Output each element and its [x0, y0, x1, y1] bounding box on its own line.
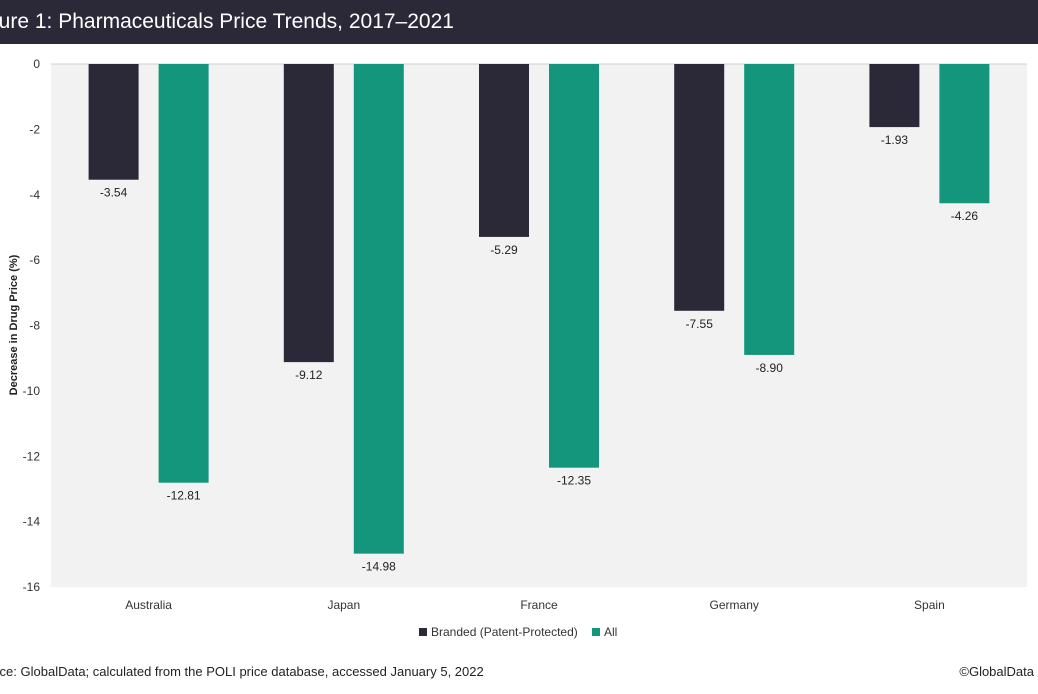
y-tick-label: -8: [29, 319, 40, 333]
data-label: -14.98: [362, 560, 396, 574]
bar-branded-japan: [283, 64, 334, 363]
data-label: -9.12: [295, 368, 323, 382]
y-tick-label: -2: [29, 122, 40, 136]
bar-chart: 0 -2 -4 -6 -8 -10 -12 -14 -16 -3.54 -12.81 -9.12 -1…: [8, 57, 1027, 639]
legend-swatch-branded: [419, 628, 427, 636]
data-label: -3.54: [100, 186, 128, 200]
y-tick-label: -10: [23, 384, 41, 398]
copyright-note: ©GlobalData: [959, 664, 1034, 679]
y-tick-label: -6: [29, 253, 40, 267]
x-tick-label: Australia: [125, 598, 172, 612]
bar-all-spain: [939, 64, 990, 204]
bar-all-france: [549, 64, 599, 468]
y-tick-label: 0: [33, 57, 40, 71]
legend-swatch-all: [592, 628, 600, 636]
bar-branded-france: [479, 64, 529, 237]
y-tick-label: -16: [23, 580, 41, 594]
y-tick-label: -12: [23, 449, 41, 463]
bar-branded-germany: [674, 64, 725, 311]
bar-branded-australia: [88, 64, 139, 180]
data-label: -12.81: [167, 489, 201, 503]
data-label: -7.55: [686, 317, 714, 331]
y-axis: 0 -2 -4 -6 -8 -10 -12 -14 -16: [23, 57, 1027, 594]
bar-all-germany: [744, 64, 795, 355]
x-tick-label: Germany: [710, 598, 759, 612]
bar-all-japan: [353, 64, 404, 554]
data-label: -1.93: [881, 133, 909, 147]
x-tick-label: Spain: [914, 598, 945, 612]
legend-label-branded: Branded (Patent-Protected): [431, 625, 578, 639]
x-axis: Australia Japan France Germany Spain: [125, 598, 944, 612]
data-label: -4.26: [951, 209, 979, 223]
x-tick-label: Japan: [327, 598, 360, 612]
bars: -3.54 -12.81 -9.12 -14.98 -5.29 -12.35 -7.55 -8…: [88, 64, 990, 574]
chart-title-bar: gure 1: Pharmaceuticals Price Trends, 20…: [0, 0, 1038, 44]
y-tick-label: -14: [23, 515, 41, 529]
data-label: -12.35: [557, 474, 591, 488]
chart-title: gure 1: Pharmaceuticals Price Trends, 20…: [0, 10, 454, 33]
y-axis-label: Decrease in Drug Price (%): [8, 254, 20, 395]
bar-all-australia: [158, 64, 209, 483]
bar-branded-spain: [869, 64, 920, 128]
plot-area: [51, 64, 1027, 587]
data-label: -8.90: [756, 361, 784, 375]
source-note: urce: GlobalData; calculated from the PO…: [0, 664, 484, 679]
data-label: -5.29: [490, 243, 518, 257]
legend-label-all: All: [604, 625, 617, 639]
y-tick-label: -4: [29, 188, 40, 202]
legend: Branded (Patent-Protected) All: [419, 625, 617, 639]
x-tick-label: France: [520, 598, 558, 612]
